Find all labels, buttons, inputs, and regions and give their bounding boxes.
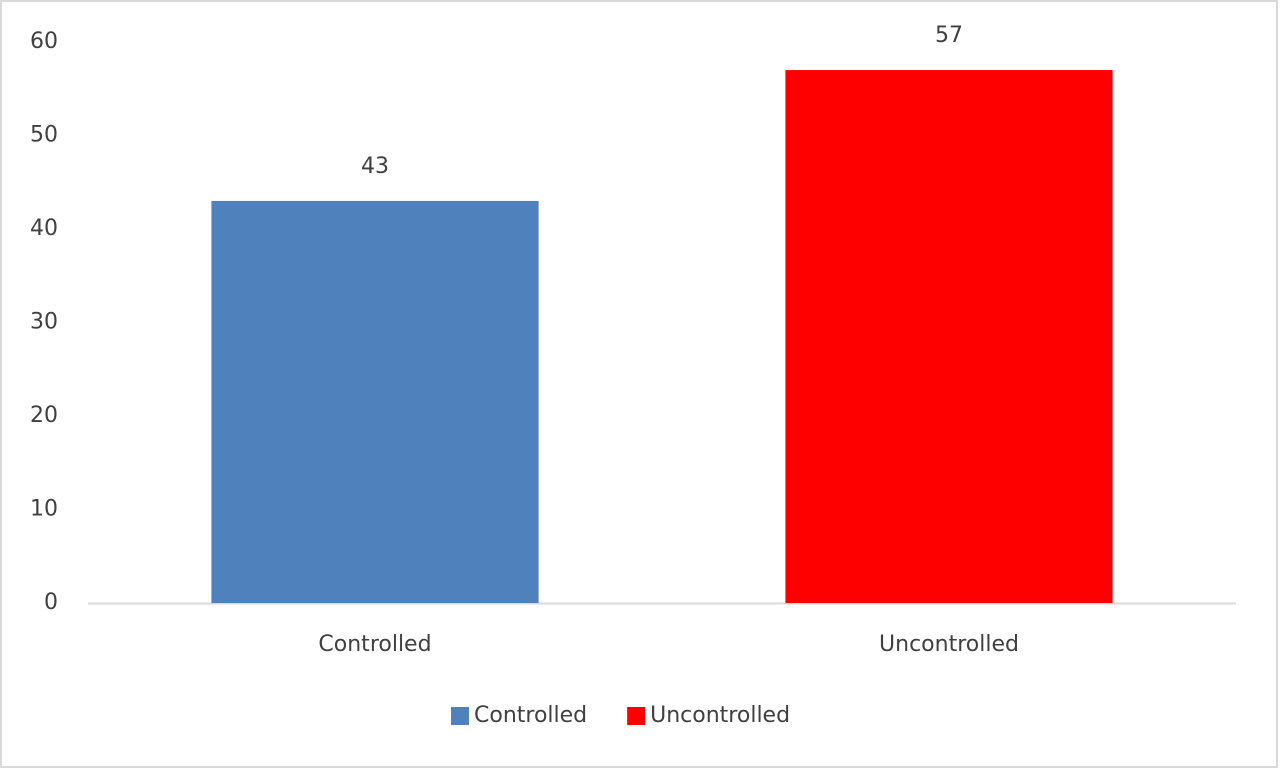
legend-label: Controlled [474,703,587,728]
x-tick-label: Uncontrolled [879,632,1019,657]
y-tick-label: 50 [30,123,58,148]
y-tick-label: 40 [30,216,58,241]
legend-label: Uncontrolled [650,703,790,728]
legend-swatch [627,707,646,725]
y-tick-label: 30 [30,310,58,335]
value-label: 43 [361,154,389,179]
y-tick-label: 10 [30,497,58,522]
legend-swatch [451,707,469,725]
y-tick-label: 60 [30,29,58,54]
value-label: 57 [935,23,963,48]
x-tick-label: Controlled [318,632,431,657]
y-tick-label: 20 [30,403,58,428]
bar [211,200,539,603]
y-tick-label: 0 [44,590,58,615]
bar [785,70,1113,604]
